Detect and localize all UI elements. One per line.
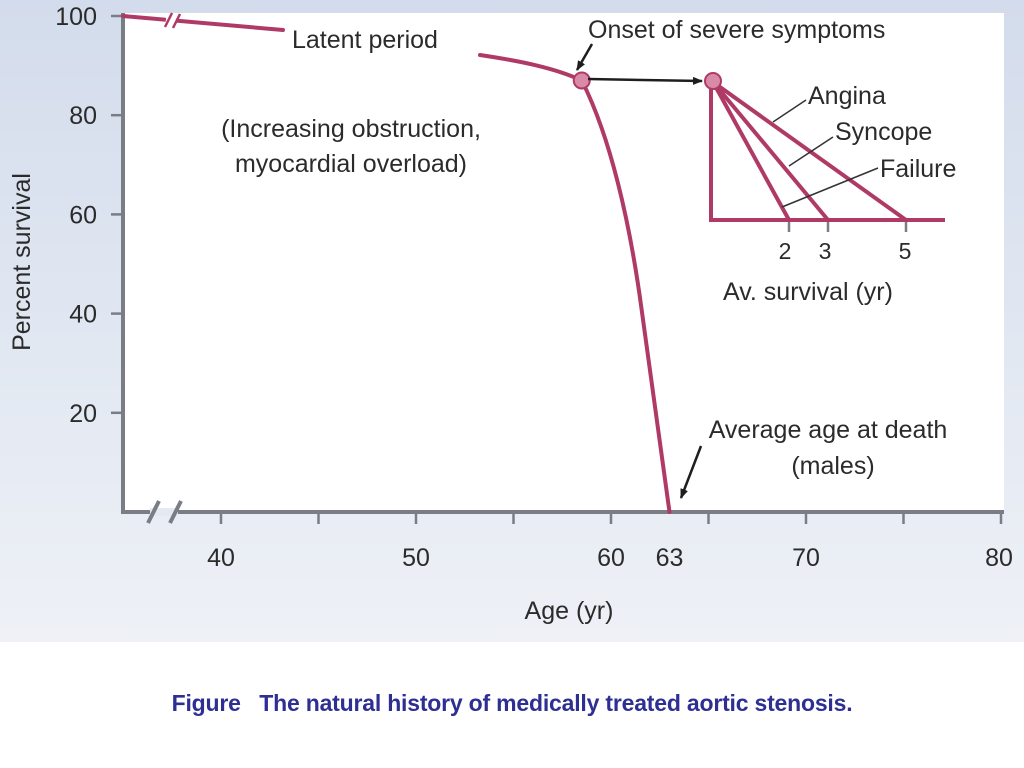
y-tick-label: 60 (69, 201, 97, 229)
x-axis-break-mark (168, 500, 183, 524)
inset-arrow-icon (587, 76, 703, 85)
onset-arrow-icon (575, 43, 594, 71)
onset-marker (572, 71, 591, 90)
x-tick-label: 80 (985, 544, 1013, 572)
death-arrow-icon (679, 445, 703, 499)
inset-tick-label-2: 2 (779, 238, 792, 264)
x-tick-label: 63 (656, 544, 684, 572)
x-tick-label: 50 (402, 544, 430, 572)
curve-segment-latent-late (478, 53, 584, 83)
x-tick-label: 70 (792, 544, 820, 572)
curve-segment-decline (579, 78, 672, 514)
annotation-death-line1: Average age at death (709, 416, 948, 444)
inset-line-syncope (711, 80, 830, 222)
y-axis-label: Percent survival (8, 173, 36, 351)
figure-caption: Figure The natural history of medically … (171, 690, 853, 716)
y-tick-label: 100 (55, 3, 97, 31)
x-axis-break-gap (150, 508, 178, 516)
figure-panel: 20 40 60 80 100 40 50 60 63 70 80 Percent survival… (0, 0, 1024, 642)
plot-area (123, 13, 1004, 513)
curve-segment-latent-early (121, 14, 285, 32)
inset-tick-label-5: 5 (899, 238, 912, 264)
leader-line-syncope (788, 136, 834, 167)
leader-line-failure (781, 167, 879, 208)
annotation-death-line2: (males) (791, 452, 874, 480)
curve-break-mark (163, 12, 174, 28)
inset-line-failure (711, 80, 791, 222)
inset-label-syncope: Syncope (835, 118, 932, 146)
annotation-latent-period: Latent period (292, 26, 438, 54)
leader-line-angina (772, 99, 807, 123)
inset-label-angina: Angina (808, 82, 886, 110)
x-tick-label: 60 (597, 544, 625, 572)
inset-tick-label-3: 3 (819, 238, 832, 264)
y-tick-label: 20 (69, 400, 97, 428)
curve-break-mark (171, 13, 182, 29)
annotation-obstruction-line1: (Increasing obstruction, (221, 115, 481, 143)
inset-line-angina (711, 80, 908, 222)
annotation-obstruction-line2: myocardial overload) (235, 150, 467, 178)
x-axis-break-mark (146, 500, 161, 524)
x-tick-label: 40 (207, 544, 235, 572)
survival-chart: 20 40 60 80 100 40 50 60 63 70 80 Percent survival… (8, 3, 1013, 625)
inset-x-axis-label: Av. survival (yr) (723, 278, 893, 306)
y-tick-label: 40 (69, 301, 97, 329)
y-tick-label: 80 (69, 102, 97, 130)
inset-label-failure: Failure (880, 155, 956, 183)
x-axis-label: Age (yr) (525, 597, 614, 625)
annotation-onset: Onset of severe symptoms (588, 16, 885, 44)
inset-onset-marker (704, 72, 722, 90)
